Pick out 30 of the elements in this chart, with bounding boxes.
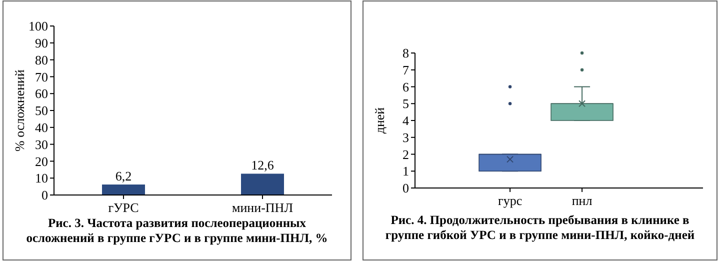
y-axis-title: дней — [372, 107, 387, 134]
data-label: 6,2 — [115, 168, 132, 184]
y-tick-label: 60 — [35, 86, 48, 102]
y-tick-label: 90 — [35, 35, 48, 50]
y-tick-label: 3 — [402, 130, 409, 145]
x-tick-label: гурс — [498, 193, 522, 208]
y-tick-label: 100 — [28, 18, 48, 34]
y-tick-label: 1 — [402, 164, 409, 179]
y-tick-label: 10 — [35, 170, 48, 186]
y-tick-label: 8 — [402, 46, 409, 61]
x-tick-label: пнл — [572, 193, 593, 208]
y-tick-label: 7 — [402, 62, 410, 78]
y-tick-label: 30 — [35, 136, 48, 152]
y-tick-label: 5 — [402, 96, 409, 112]
y-tick-label: 80 — [35, 52, 48, 68]
y-tick-label: 4 — [402, 113, 410, 128]
x-tick-label: мини-ПНЛ — [232, 200, 294, 215]
y-tick-label: 6 — [402, 79, 410, 94]
y-tick-label: 20 — [35, 154, 48, 169]
y-axis-title: % осложнений — [12, 70, 27, 152]
y-tick-label: 0 — [402, 180, 409, 196]
y-tick-label: 70 — [35, 69, 48, 84]
y-tick-label: 50 — [35, 103, 48, 118]
data-label: 12,6 — [251, 158, 274, 173]
y-tick-label: 2 — [402, 146, 409, 162]
y-tick-label: 0 — [42, 188, 48, 203]
text: Рис. 3. Частота развития послеоперационных осложнений в группе гУРС и в группе мини-ПНЛ, % — [26, 216, 328, 245]
y-tick-label: 40 — [35, 120, 48, 135]
text: Рис. 4. Продолжительность пребывания в клинике в группе гибкой УРС и в группе мини-ПНЛ, койко-дней — [385, 213, 695, 242]
x-tick-label: гУРС — [108, 200, 139, 215]
